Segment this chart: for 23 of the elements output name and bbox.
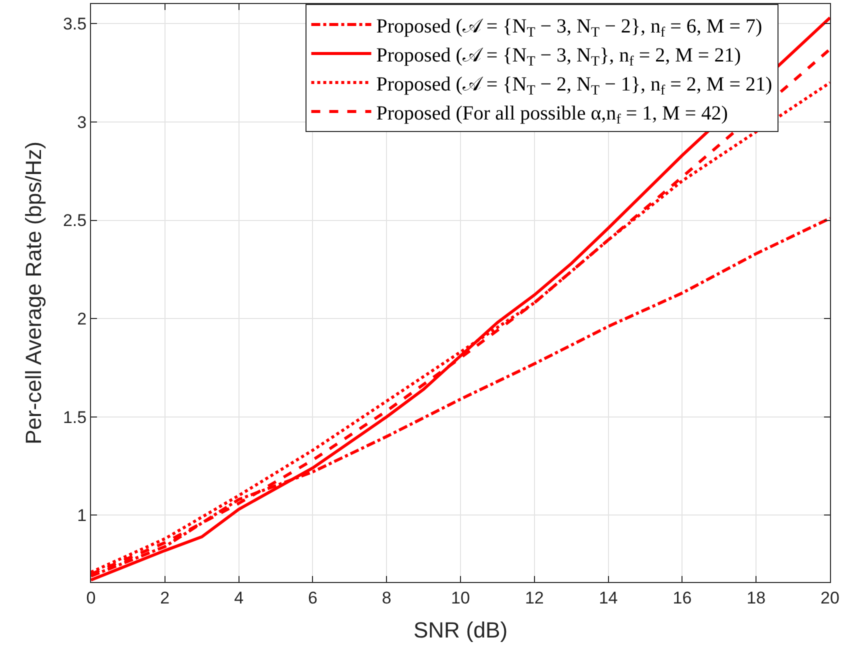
- y-axis-title: Per-cell Average Rate (bps/Hz): [20, 142, 46, 444]
- x-tick-label: 4: [234, 588, 244, 608]
- x-tick-label: 0: [86, 588, 96, 608]
- x-tick-label: 8: [382, 588, 392, 608]
- y-tick-label: 3: [77, 112, 87, 132]
- x-tick-label: 20: [820, 588, 840, 608]
- x-tick-label: 10: [451, 588, 470, 608]
- legend-label: Proposed (𝒜 = {N$_{T}$ − 2, N$_{T}$ − 1}, n$_{f}$ = 2, M = 21): [376, 73, 772, 98]
- x-tick-label: 12: [524, 588, 544, 608]
- y-tick-label: 2.5: [62, 211, 87, 230]
- y-tick-label: 2: [77, 310, 87, 329]
- y-tick-label: 1: [77, 506, 87, 526]
- legend-label: Proposed (𝒜 = {N$_{T}$ − 3, N$_{T}$ − 2}, n$_{f}$ = 6, M = 7): [376, 15, 762, 40]
- y-tick-label: 1.5: [62, 408, 87, 427]
- legend-label: Proposed (𝒜 = {N$_{T}$ − 3, N$_{T}$}, n$_{f}$ = 2, M = 21): [376, 44, 741, 70]
- x-tick-label: 18: [746, 588, 766, 608]
- x-tick-label: 14: [598, 588, 618, 608]
- legend-label: Proposed (For all possible α,n$_{f}$ = 1, M = 42): [376, 102, 728, 128]
- x-axis-title: SNR (dB): [413, 617, 508, 642]
- x-tick-label: 2: [160, 588, 170, 608]
- x-tick-label: 16: [672, 588, 692, 608]
- x-tick-label: 6: [308, 588, 318, 608]
- y-tick-label: 3.5: [62, 14, 87, 34]
